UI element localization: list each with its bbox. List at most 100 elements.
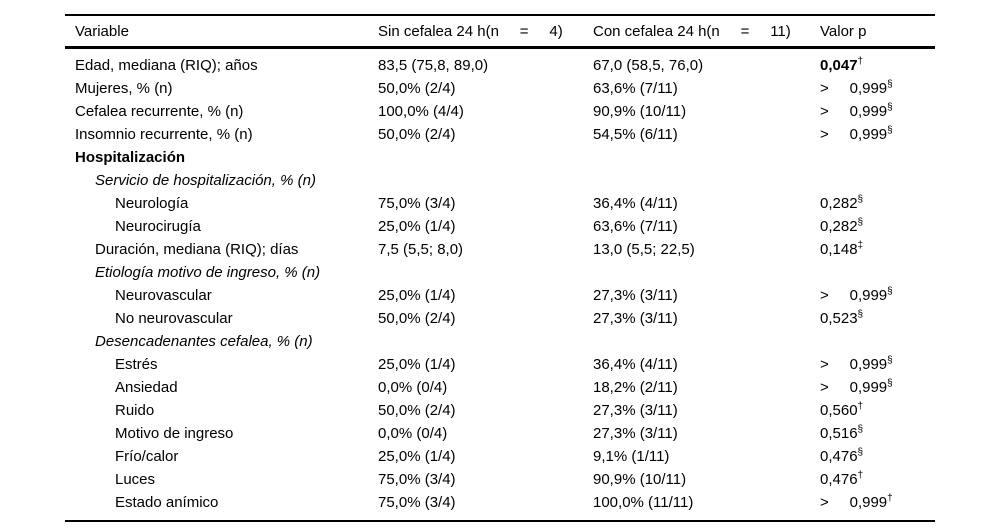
row-label: Estado anímico [115, 494, 219, 511]
cell-con-cefalea-value: 63,6% (7/11) [593, 218, 678, 235]
row-label: Etiología motivo de ingreso, % (n) [95, 264, 321, 281]
cell-p-value: > 0,999† [820, 491, 935, 514]
p-value-text: 0,047 [820, 57, 858, 74]
cell-con-cefalea-value: 90,9% (10/11) [593, 103, 687, 120]
row-label: Hospitalización [75, 149, 186, 166]
table-row: Etiología motivo de ingreso, % (n) [65, 261, 935, 284]
row-label: Estrés [115, 356, 158, 373]
table-row: Desencadenantes cefalea, % (n) [65, 330, 935, 353]
p-value-text: 0,282 [820, 218, 858, 235]
cell-sin-cefalea-value: 50,0% (2/4) [378, 310, 456, 327]
cell-con-cefalea-value: 36,4% (4/11) [593, 195, 678, 212]
row-label: Luces [115, 471, 156, 488]
p-value-superscript: § [887, 125, 893, 136]
table-row: Ruido 50,0% (2/4) 27,3% (3/11) 0,560† [65, 399, 935, 422]
cell-p-value: 0,560† [820, 399, 935, 422]
cell-sin-cefalea-value: 0,0% (0/4) [378, 425, 448, 442]
p-value-superscript: § [857, 447, 864, 458]
cell-p-value: > 0,999§ [820, 77, 935, 100]
column-header-group-sin-cefalea: Sin cefalea 24 h(n = 4) [378, 22, 563, 40]
p-value-text: > 0,999 [820, 379, 888, 396]
row-label: Ruido [115, 402, 155, 419]
cell-sin-cefalea-value: 25,0% (1/4) [378, 218, 456, 235]
cell-con-cefalea-value: 100,0% (11/11) [593, 494, 694, 511]
p-value-text: 0,560 [820, 402, 858, 419]
table-row: Duración, mediana (RIQ); días 7,5 (5,5; … [65, 238, 935, 261]
cell-con-cefalea-value: 27,3% (3/11) [593, 287, 678, 304]
table-header: Variable Sin cefalea 24 h(n = 4) Con cef… [65, 16, 935, 49]
column-header-variable: Variable [75, 22, 129, 40]
row-label: Servicio de hospitalización, % (n) [95, 172, 316, 189]
row-label: No neurovascular [115, 310, 233, 327]
cell-con-cefalea-value: 54,5% (6/11) [593, 126, 678, 143]
cell-con-cefalea-value: 36,4% (4/11) [593, 356, 678, 373]
p-value-superscript: § [887, 79, 893, 90]
p-value-text: > 0,999 [820, 103, 888, 120]
p-value-text: > 0,999 [820, 494, 888, 511]
p-value-superscript: † [857, 401, 864, 412]
cell-p-value: 0,047† [820, 54, 935, 77]
row-label: Edad, mediana (RIQ); años [75, 57, 258, 74]
cell-sin-cefalea-value: 50,0% (2/4) [378, 402, 456, 419]
p-value-text: 0,282 [820, 195, 858, 212]
table-row: Insomnio recurrente, % (n) 50,0% (2/4) 5… [65, 123, 935, 146]
cell-p-value: 0,282§ [820, 192, 935, 215]
table-row: Mujeres, % (n) 50,0% (2/4) 63,6% (7/11) … [65, 77, 935, 100]
p-value-superscript: § [857, 217, 864, 228]
cell-con-cefalea-value: 90,9% (10/11) [593, 471, 687, 488]
cell-con-cefalea-value: 27,3% (3/11) [593, 402, 678, 419]
row-label: Neurología [115, 195, 189, 212]
row-label: Insomnio recurrente, % (n) [75, 126, 253, 143]
cell-sin-cefalea-value: 75,0% (3/4) [378, 195, 456, 212]
table-row: Servicio de hospitalización, % (n) [65, 169, 935, 192]
cell-p-value: 0,516§ [820, 422, 935, 445]
table-row: Edad, mediana (RIQ); años 83,5 (75,8, 89… [65, 54, 935, 77]
table-row: Estrés 25,0% (1/4) 36,4% (4/11) > 0,999§ [65, 353, 935, 376]
table-row: Motivo de ingreso 0,0% (0/4) 27,3% (3/11… [65, 422, 935, 445]
p-value-text: > 0,999 [820, 80, 888, 97]
cell-con-cefalea-value: 27,3% (3/11) [593, 310, 678, 327]
cell-p-value: 0,282§ [820, 215, 935, 238]
p-value-superscript: § [887, 378, 893, 389]
cell-sin-cefalea-value: 100,0% (4/4) [378, 103, 464, 120]
cell-sin-cefalea-value: 25,0% (1/4) [378, 287, 456, 304]
p-value-text: 0,476 [820, 471, 858, 488]
p-value-superscript: § [857, 424, 864, 435]
p-value-text: 0,476 [820, 448, 858, 465]
row-label: Motivo de ingreso [115, 425, 234, 442]
cell-p-value: 0,476† [820, 468, 935, 491]
p-value-superscript: § [857, 309, 864, 320]
p-value-superscript: § [887, 286, 893, 297]
p-value-superscript: ‡ [857, 240, 864, 251]
row-label: Frío/calor [115, 448, 179, 465]
table-row: Cefalea recurrente, % (n) 100,0% (4/4) 9… [65, 100, 935, 123]
table-body: Edad, mediana (RIQ); años 83,5 (75,8, 89… [65, 49, 935, 520]
cell-p-value: > 0,999§ [820, 100, 935, 123]
cell-sin-cefalea-value: 75,0% (3/4) [378, 471, 456, 488]
cell-con-cefalea-value: 18,2% (2/11) [593, 379, 678, 396]
cell-p-value: > 0,999§ [820, 353, 935, 376]
p-value-text: 0,523 [820, 310, 858, 327]
p-value-text: > 0,999 [820, 126, 888, 143]
cell-p-value: > 0,999§ [820, 376, 935, 399]
table-row: Frío/calor 25,0% (1/4) 9,1% (1/11) 0,476… [65, 445, 935, 468]
cell-sin-cefalea-value: 25,0% (1/4) [378, 356, 456, 373]
table-row: Neurovascular 25,0% (1/4) 27,3% (3/11) >… [65, 284, 935, 307]
row-label: Neurocirugía [115, 218, 201, 235]
column-header-valor-p: Valor p [820, 22, 867, 40]
p-value-superscript: † [857, 470, 864, 481]
p-value-superscript: † [857, 56, 864, 67]
cell-con-cefalea-value: 9,1% (1/11) [593, 448, 670, 465]
table-row: Neurocirugía 25,0% (1/4) 63,6% (7/11) 0,… [65, 215, 935, 238]
p-value-superscript: § [857, 194, 864, 205]
p-value-text: > 0,999 [820, 356, 888, 373]
cell-con-cefalea-value: 63,6% (7/11) [593, 80, 678, 97]
row-label: Ansiedad [115, 379, 178, 396]
cell-sin-cefalea-value: 83,5 (75,8, 89,0) [378, 57, 489, 74]
cell-p-value: 0,148‡ [820, 238, 935, 261]
cell-p-value: > 0,999§ [820, 123, 935, 146]
cell-con-cefalea-value: 13,0 (5,5; 22,5) [593, 241, 695, 258]
p-value-superscript: § [887, 355, 893, 366]
row-label: Cefalea recurrente, % (n) [75, 103, 244, 120]
cell-sin-cefalea-value: 50,0% (2/4) [378, 80, 456, 97]
